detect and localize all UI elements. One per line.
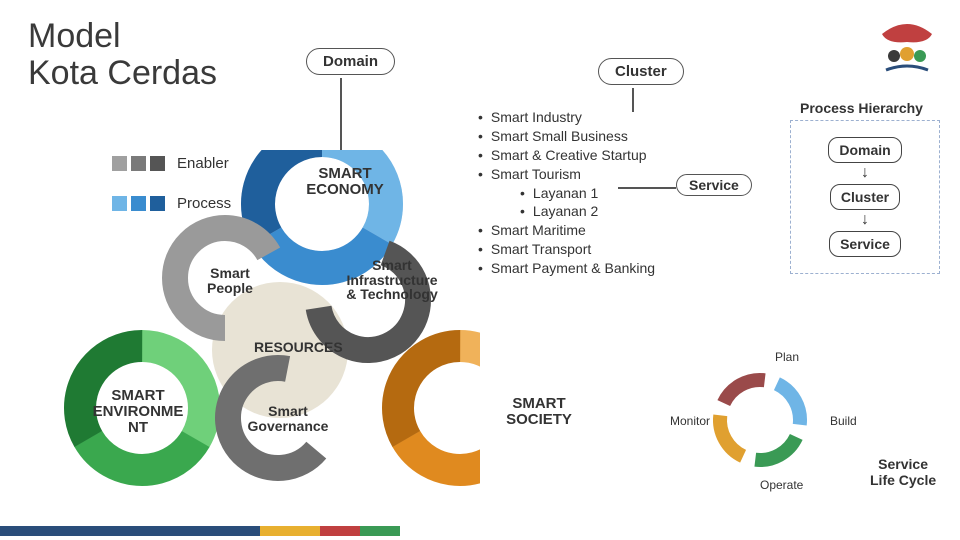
logo-icon <box>872 14 942 84</box>
label-resources: RESOURCES <box>254 340 343 355</box>
life-operate: Operate <box>760 478 803 492</box>
life-monitor: Monitor <box>670 414 710 428</box>
label-environment: SMARTENVIRONMENT <box>78 388 198 435</box>
callout-cluster: Cluster <box>598 58 684 85</box>
callout-domain: Domain <box>306 48 395 75</box>
cluster-list: Smart IndustrySmart Small BusinessSmart … <box>478 108 655 278</box>
label-people: SmartPeople <box>190 266 270 295</box>
life-plan: Plan <box>775 350 799 364</box>
label-infra: SmartInfrastructure& Technology <box>332 258 452 302</box>
footer-stripe <box>0 526 400 536</box>
label-governance: SmartGovernance <box>238 404 338 433</box>
callout-line <box>340 78 342 158</box>
lifecycle-ring <box>690 350 830 490</box>
hierarchy-title: Process Hierarchy <box>800 100 923 116</box>
label-economy: SMARTECONOMY <box>295 166 395 198</box>
page-title: ModelKota Cerdas <box>28 18 217 93</box>
label-society: SMARTSOCIETY <box>494 396 584 428</box>
domain-rings <box>60 150 480 490</box>
lifecycle-title: ServiceLife Cycle <box>870 456 936 488</box>
life-build: Build <box>830 414 857 428</box>
callout-service: Service <box>676 174 752 196</box>
hierarchy-box: Domain↓Cluster↓Service <box>790 120 940 274</box>
